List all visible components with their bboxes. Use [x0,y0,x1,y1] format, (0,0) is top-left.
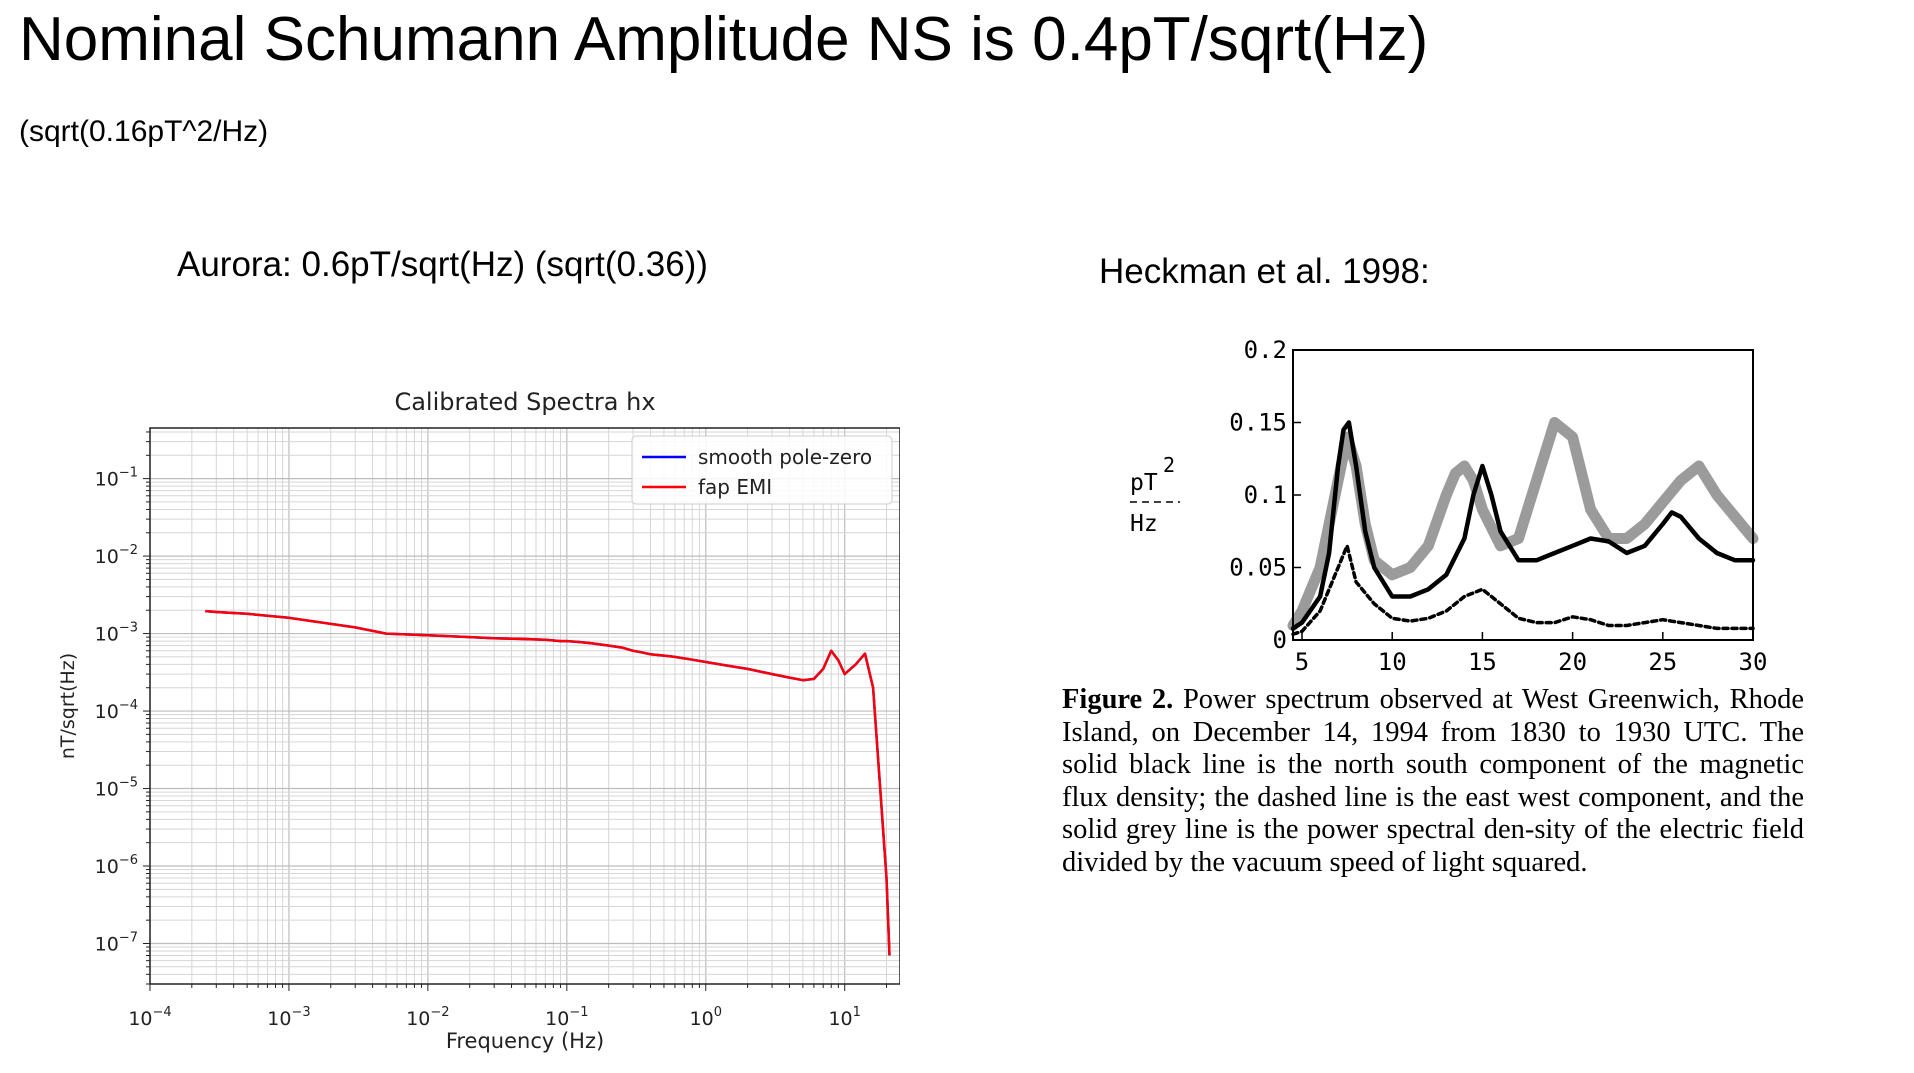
chart-series-group [205,609,891,956]
x-tick-exp: −3 [291,1005,310,1020]
y-tick-label: 10−6 [95,853,138,878]
y-tick-base: 10 [95,856,119,878]
y-axis-label: pT 2 Hz [1130,453,1180,537]
x-tick-label: 5 [1295,648,1309,676]
x-tick-label: 10 [1378,648,1407,676]
heckman-caption: Heckman et al. 1998: [1099,252,1430,291]
x-tick-labels: 5 10 15 20 25 30 [1295,648,1768,676]
chart-grid [149,428,900,985]
x-tick-base: 10 [267,1008,291,1030]
y-tick-label: 10−3 [95,621,138,646]
x-tick-label: 10−2 [406,1005,449,1030]
y-tick-labels: 0 0.05 0.1 0.15 0.2 [1229,336,1287,654]
x-axis-label: Frequency (Hz) [446,1029,604,1053]
y-axis-label-numerator: pT [1130,470,1158,496]
y-tick-base: 10 [95,933,119,955]
y-tick-exp: −1 [119,466,138,481]
y-tick-label: 0.2 [1244,336,1287,364]
y-axis-label: nT/sqrt(Hz) [57,653,79,759]
y-tick-exp: −6 [119,853,138,868]
figure-caption: Figure 2. Power spectrum observed at Wes… [1062,684,1804,879]
x-tick-label: 10−4 [128,1005,171,1030]
y-axis-label-exponent: 2 [1163,453,1175,477]
x-tick-base: 10 [690,1008,714,1030]
x-tick-label: 10−3 [267,1005,310,1030]
series-line-fap-emi [205,609,891,956]
slide-subtitle: (sqrt(0.16pT^2/Hz) [19,115,269,148]
legend-label-smooth-pole-zero: smooth pole-zero [698,445,872,469]
y-tick-label: 10−5 [95,776,138,801]
y-tick-label: 0 [1273,626,1287,654]
y-tick-exp: −2 [119,543,138,558]
y-tick-base: 10 [95,779,119,801]
chart-legend: smooth pole-zero fap EMI [631,435,893,505]
y-tick-label: 10−7 [95,930,138,955]
series-line-east-west [1291,544,1755,636]
legend-label-fap-emi: fap EMI [698,475,772,499]
tick-group [1293,349,1754,641]
series-line-north-south [1290,420,1756,631]
heckman-spectrum-chart: 5 10 15 20 25 30 0 0.05 0.1 0.15 0.2 pT 2 Hz [1130,336,1768,676]
x-tick-label: 25 [1648,648,1677,676]
aurora-spectra-chart: Calibrated Spectra hx 10−4 10−3 10−2 10−1 10… [57,388,900,1053]
x-tick-exp: −2 [430,1005,449,1020]
x-tick-exp: 0 [714,1005,722,1020]
x-tick-exp: −1 [569,1005,588,1020]
y-tick-exp: −3 [119,621,138,636]
y-axis-label-denominator: Hz [1130,511,1158,537]
y-tick-exp: −4 [119,698,138,713]
x-tick-base: 10 [828,1008,852,1030]
aurora-caption: Aurora: 0.6pT/sqrt(Hz) (sqrt(0.36)) [177,245,708,284]
y-tick-label: 10−4 [95,698,138,723]
y-tick-base: 10 [95,701,119,723]
y-tick-label: 0.05 [1229,554,1287,582]
x-tick-label: 101 [828,1005,860,1030]
x-tick-label: 15 [1468,648,1497,676]
slide-title: Nominal Schumann Amplitude NS is 0.4pT/s… [19,5,1429,74]
y-tick-base: 10 [95,546,119,568]
y-tick-labels: 10−110−210−310−410−510−610−7 [95,466,138,956]
y-tick-exp: −5 [119,776,138,791]
y-tick-base: 10 [95,469,119,491]
x-tick-base: 10 [545,1008,569,1030]
figure-caption-label: Figure 2. [1062,684,1174,715]
x-tick-labels: 10−4 10−3 10−2 10−1 100 101 [128,1005,861,1030]
x-tick-exp: −4 [153,1005,172,1020]
chart-series-group [1287,417,1759,636]
y-tick-label: 0.15 [1229,409,1287,437]
y-tick-base: 10 [95,624,119,646]
y-tick-label: 10−1 [95,466,138,491]
x-tick-label: 30 [1739,648,1768,676]
x-tick-base: 10 [406,1008,430,1030]
x-tick-label: 100 [690,1005,722,1030]
x-tick-label: 10−1 [545,1005,588,1030]
y-tick-label: 0.1 [1244,481,1287,509]
y-tick-label: 10−2 [95,543,138,568]
chart-title: Calibrated Spectra hx [394,388,655,416]
tick-group [143,431,888,991]
series-line-smooth-pole-zero [205,609,891,956]
x-tick-exp: 1 [853,1005,861,1020]
legend-box [631,435,893,505]
x-tick-base: 10 [128,1008,152,1030]
x-tick-label: 20 [1558,648,1587,676]
y-tick-exp: −7 [119,930,138,945]
figure-caption-text: Power spectrum observed at West Greenwic… [1062,684,1805,878]
